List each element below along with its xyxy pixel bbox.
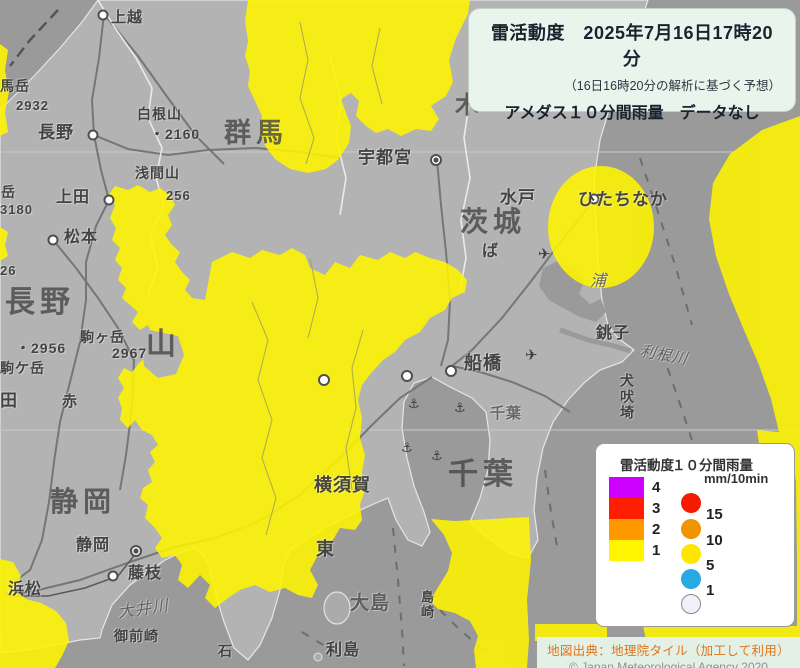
map-label-nagano-pref: 長野	[5, 286, 75, 319]
map-label-nagano-city: 長野	[38, 123, 74, 142]
rain-circle-0	[681, 594, 701, 614]
map-label-elev2956: ・2956	[16, 340, 67, 356]
map-label-gunma-pref: 群馬	[224, 118, 288, 148]
map-label-mito: 水戸	[500, 188, 536, 207]
activity-blob-east	[709, 116, 800, 668]
map-source-credit: 地図出典：地理院タイル（加工して利用）	[547, 644, 790, 658]
activity-blob-southwest	[0, 559, 69, 668]
map-label-toshima: 利島	[326, 642, 361, 659]
map-label-komagatake2: 駒ケ岳	[0, 360, 45, 376]
map-label-shizuoka-city: 静岡	[76, 537, 111, 554]
anchor-icon: ⚓	[454, 400, 466, 415]
map-label-ba: ば	[482, 243, 500, 260]
amedas-status: アメダス１０分間雨量 データなし	[504, 105, 760, 122]
forecast-title: 雷活動度 2025年7月16日17時20分	[490, 23, 774, 69]
map-symbols: ⚓ ⚓ ⚓ ⚓ ✈ ✈	[401, 246, 551, 463]
rain-circle-10	[681, 519, 701, 539]
map-label-elev2568: 256	[166, 188, 191, 203]
map-label-matsumoto: 松本	[64, 229, 99, 246]
map-label-funabashi: 船橋	[464, 353, 502, 373]
map-label-elev26: 26	[0, 263, 17, 278]
legend-box: 雷活動度 １０分間雨量 mm/10min 4 3 2 1 15 10 5 1	[595, 443, 795, 627]
activity-level-2: 2	[652, 521, 661, 538]
activity-swatch-4	[609, 477, 644, 498]
rain-circle-5	[681, 544, 701, 564]
rain-circle-1	[681, 569, 701, 589]
activity-blob-north	[245, 0, 470, 173]
map-label-ueda: 上田	[56, 189, 91, 206]
map-label-shimazaki: 島崎	[419, 590, 434, 620]
activity-scale	[609, 477, 644, 561]
tile-seams	[0, 151, 800, 431]
map-label-dake: 岳	[1, 184, 16, 200]
airport-icon: ✈	[525, 347, 538, 364]
legend-rain-unit: mm/10min	[704, 471, 769, 486]
activity-level-4: 4	[652, 479, 661, 496]
activity-blob-east-strip	[643, 626, 800, 640]
map-label-fujieda: 藤枝	[128, 565, 163, 582]
activity-blob-boso-strip	[535, 624, 607, 641]
activity-swatch-1	[609, 540, 644, 561]
map-label-umadake: 馬岳	[0, 78, 30, 94]
map-label-shizuoka-pref: 静岡	[50, 486, 117, 517]
map-label-shiranesan: 白根山	[137, 106, 182, 122]
map-label-ibaraki-pref: 茨城	[460, 206, 527, 237]
activity-blob-west-sliver2	[0, 227, 8, 261]
rain-threshold-10: 10	[706, 532, 723, 549]
map-label-oshima: 大島	[350, 593, 391, 614]
map-label-aka: 赤	[62, 393, 79, 410]
map-label-chiba-city: 千葉	[490, 405, 523, 422]
map-label-omaezaki: 御前崎	[114, 628, 159, 644]
rain-circle-15	[681, 493, 701, 513]
activity-level-1: 1	[652, 542, 661, 559]
map-label-elev2932: 2932	[16, 98, 49, 113]
map-label-yokosuka: 横須賀	[314, 475, 371, 495]
activity-blob-nikko	[548, 166, 654, 288]
rain-threshold-5: 5	[706, 557, 715, 574]
map-label-komagatake: 駒ヶ岳	[80, 329, 125, 345]
legend-activity-title: 雷活動度	[620, 458, 674, 473]
map-label-asamayama: 浅間山	[135, 165, 180, 181]
map-label-joetsu: 上越	[111, 9, 144, 26]
rain-threshold-15: 15	[706, 506, 723, 523]
overlay-border-lines	[251, 21, 383, 536]
izu-islands	[313, 591, 351, 662]
legend-rain-title: １０分間雨量	[672, 458, 753, 473]
copyright-text: © Japan Meteorological Agency 2020	[569, 660, 768, 668]
activity-level-3: 3	[652, 500, 661, 517]
map-label-hamamatsu: 浜松	[8, 581, 43, 598]
map-label-choshi: 銚子	[596, 325, 631, 342]
activity-swatch-3	[609, 498, 644, 519]
attribution-bar: 地図出典：地理院タイル（加工して利用） © Japan Meteorologic…	[537, 637, 800, 668]
map-label-ta: 田	[0, 391, 18, 410]
map-label-ishi: 石	[218, 643, 233, 659]
activity-blob-boso-east	[430, 517, 531, 668]
anchor-icon: ⚓	[408, 396, 420, 411]
map-label-utsunomiya: 宇都宮	[358, 148, 412, 167]
lake-kasumigaura	[539, 261, 632, 354]
map-label-elev2160: ・2160	[150, 126, 201, 142]
activity-blob-west-sliver1	[0, 44, 9, 136]
map-label-inubosaki: 犬吠埼	[619, 373, 635, 421]
forecast-subtitle: （16日16時20分の解析に基づく予想）	[564, 79, 781, 93]
map-label-hitachinaka: ひたちなか	[578, 190, 668, 209]
map-label-elev2967: 2967	[112, 345, 148, 361]
activity-swatch-2	[609, 519, 644, 540]
land-gap-yama	[142, 330, 184, 378]
activity-blob-central	[108, 185, 467, 608]
city-markers	[47, 9, 600, 582]
airport-icon: ✈	[538, 246, 551, 263]
anchor-icon: ⚓	[431, 448, 443, 463]
anchor-icon: ⚓	[401, 440, 413, 455]
map-label-yama: 山	[146, 328, 181, 361]
map-label-higashi: 東	[316, 539, 335, 559]
rain-threshold-1: 1	[706, 582, 715, 599]
map-label-ura: 浦	[590, 273, 608, 290]
map-label-chiba-pref: 千葉	[448, 458, 518, 491]
forecast-title-box: 雷活動度 2025年7月16日17時20分 （16日16時20分の解析に基づく予…	[468, 8, 796, 122]
map-label-elev3180: 3180	[0, 202, 33, 217]
